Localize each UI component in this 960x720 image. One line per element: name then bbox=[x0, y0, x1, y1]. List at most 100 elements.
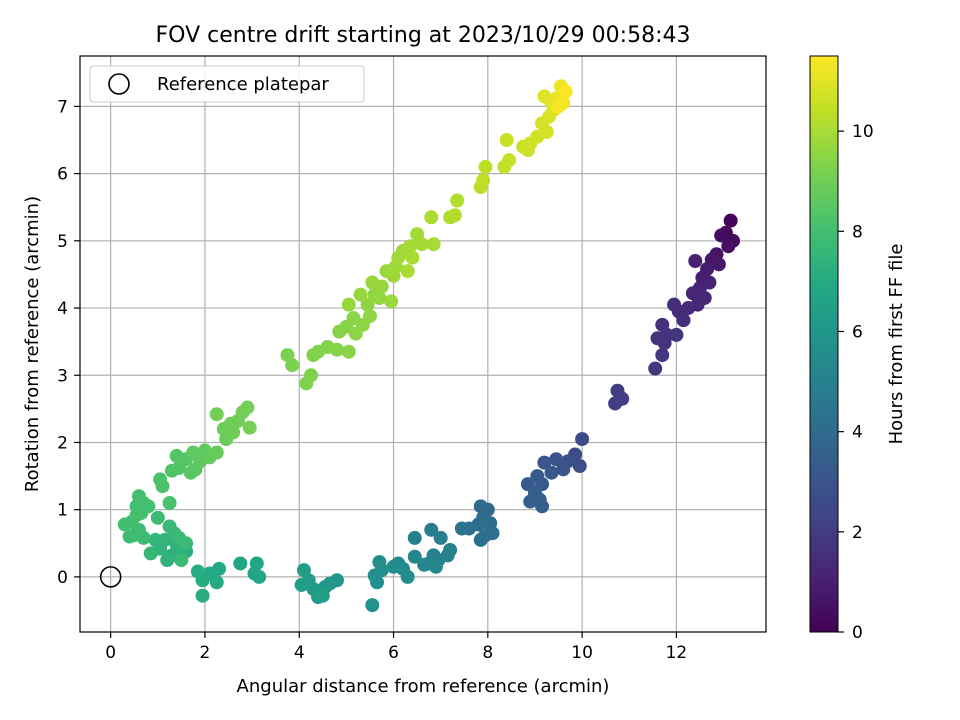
colorbar-tick-label: 2 bbox=[852, 523, 863, 543]
legend-open-circle-marker bbox=[108, 73, 130, 95]
data-point bbox=[195, 588, 210, 603]
data-point bbox=[537, 455, 552, 470]
y-tick-label: 7 bbox=[57, 97, 68, 117]
data-point bbox=[714, 228, 729, 243]
data-point bbox=[315, 588, 330, 603]
data-point bbox=[655, 348, 670, 363]
data-point bbox=[551, 99, 566, 114]
x-tick-label: 4 bbox=[294, 643, 305, 663]
data-point bbox=[424, 210, 439, 225]
data-point bbox=[520, 143, 535, 158]
data-point bbox=[136, 495, 151, 510]
x-axis-ticks: 0 2 4 6 8 10 12 bbox=[105, 632, 687, 663]
data-point bbox=[400, 569, 415, 584]
data-point bbox=[386, 559, 401, 574]
data-point bbox=[556, 462, 571, 477]
data-point bbox=[403, 239, 418, 254]
data-point bbox=[669, 327, 684, 342]
data-point bbox=[667, 297, 682, 312]
data-point bbox=[285, 358, 300, 373]
data-point bbox=[209, 575, 224, 590]
data-point bbox=[685, 286, 700, 301]
data-point bbox=[476, 173, 491, 188]
data-point bbox=[447, 208, 462, 223]
data-point bbox=[428, 559, 443, 574]
x-tick-label: 12 bbox=[666, 643, 688, 663]
data-point bbox=[150, 510, 165, 525]
data-point bbox=[407, 549, 422, 564]
data-point bbox=[648, 361, 663, 376]
y-tick-label: 6 bbox=[57, 165, 68, 185]
legend-box bbox=[89, 65, 365, 103]
data-point bbox=[360, 297, 375, 312]
data-point bbox=[174, 553, 189, 568]
data-point bbox=[544, 465, 559, 480]
plot-frame bbox=[79, 55, 767, 633]
colorbar-tick-label: 6 bbox=[852, 322, 863, 342]
data-point bbox=[450, 193, 465, 208]
data-point bbox=[129, 508, 144, 523]
reference-platepar-marker bbox=[99, 566, 122, 588]
data-point bbox=[575, 432, 590, 447]
y-axis-ticks: 0 1 2 3 4 5 6 7 bbox=[57, 97, 80, 588]
data-point bbox=[209, 445, 224, 460]
data-point bbox=[473, 532, 488, 547]
y-tick-label: 1 bbox=[57, 501, 68, 521]
data-point bbox=[162, 495, 177, 510]
x-tick-label: 10 bbox=[571, 643, 593, 663]
data-point bbox=[233, 556, 248, 571]
data-point bbox=[523, 494, 538, 509]
reference-marker bbox=[99, 566, 122, 588]
data-point bbox=[549, 452, 564, 467]
data-point bbox=[341, 297, 356, 312]
data-point bbox=[341, 344, 356, 359]
data-point bbox=[122, 529, 137, 544]
data-point bbox=[322, 576, 337, 591]
data-point bbox=[240, 400, 255, 415]
data-point bbox=[711, 257, 726, 272]
data-point bbox=[417, 557, 432, 572]
data-point bbox=[329, 342, 344, 357]
data-point bbox=[190, 564, 205, 579]
colorbar bbox=[809, 55, 839, 633]
data-point bbox=[723, 213, 738, 228]
x-tick-label: 0 bbox=[105, 643, 116, 663]
data-point bbox=[502, 153, 517, 168]
data-point bbox=[384, 294, 399, 309]
data-point bbox=[539, 124, 554, 139]
data-point bbox=[304, 368, 319, 383]
data-point bbox=[535, 499, 550, 514]
data-point bbox=[252, 569, 267, 584]
data-point bbox=[676, 313, 691, 328]
x-tick-label: 6 bbox=[388, 643, 399, 663]
x-tick-label: 2 bbox=[200, 643, 211, 663]
data-point bbox=[242, 420, 257, 435]
data-point bbox=[160, 553, 175, 568]
data-point bbox=[405, 250, 420, 265]
data-point bbox=[721, 239, 736, 254]
data-point bbox=[414, 237, 429, 252]
y-tick-label: 5 bbox=[57, 232, 68, 252]
data-point bbox=[407, 530, 422, 545]
data-point bbox=[608, 396, 623, 411]
data-point bbox=[370, 575, 385, 590]
data-point bbox=[148, 532, 163, 547]
data-points bbox=[117, 79, 740, 613]
colorbar-ticks: 0 2 4 6 8 10 bbox=[838, 122, 874, 643]
data-point bbox=[353, 287, 368, 302]
x-tick-label: 8 bbox=[482, 643, 493, 663]
legend-entry-label: Reference platepar bbox=[157, 74, 329, 95]
chart-title: FOV centre drift starting at 2023/10/29 … bbox=[156, 23, 691, 48]
data-point bbox=[499, 133, 514, 148]
x-axis-label: Angular distance from reference (arcmin) bbox=[237, 676, 610, 697]
y-tick-label: 3 bbox=[57, 366, 68, 386]
y-tick-label: 0 bbox=[57, 568, 68, 588]
colorbar-tick-label: 0 bbox=[852, 623, 863, 643]
data-point bbox=[473, 499, 488, 514]
data-point bbox=[426, 237, 441, 252]
y-axis-label: Rotation from reference (arcmin) bbox=[22, 196, 43, 492]
data-point bbox=[362, 309, 377, 324]
data-point bbox=[209, 407, 224, 422]
data-point bbox=[400, 264, 415, 279]
